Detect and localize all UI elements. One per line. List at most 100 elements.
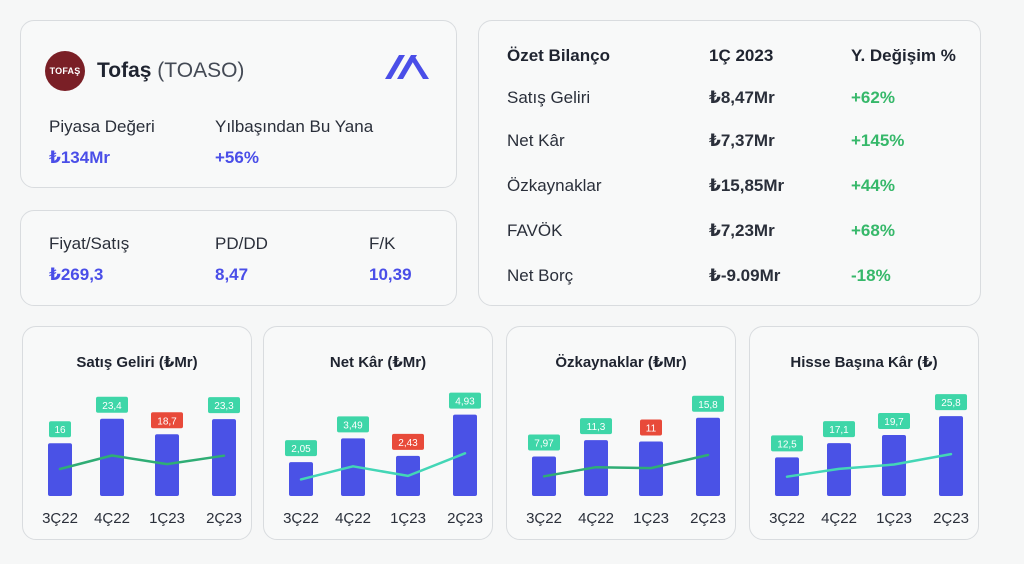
data-label: 15,8 [698, 400, 718, 411]
summary-card: Özet Bilanço 1Ç 2023 Y. Değişim % Satış … [478, 20, 981, 306]
ratios-card: Fiyat/Satış ₺269,3 PD/DD 8,47 F/K 10,39 [20, 210, 457, 306]
x-tick-label: 4Ç22 [335, 510, 371, 527]
data-label-badge [692, 395, 724, 412]
market-cap-value: ₺134Mr [49, 148, 110, 167]
summary-header-item: Özet Bilanço [507, 46, 610, 65]
data-label: 12,5 [777, 439, 797, 450]
summary-row-value: ₺-9.09Mr [709, 266, 781, 285]
data-label: 23,3 [214, 401, 234, 412]
x-tick-label: 2Ç23 [690, 510, 726, 527]
data-label: 16 [54, 425, 66, 436]
eps-chart: 12,5 3Ç22 17,1 4Ç22 19,7 1Ç23 25,8 2Ç23 [769, 394, 969, 527]
data-label-badge [49, 421, 71, 438]
data-label: 18,7 [157, 416, 177, 427]
data-label-badge [878, 413, 910, 430]
data-label: 23,4 [102, 401, 122, 412]
data-label: 25,8 [941, 398, 961, 409]
data-label-badge [285, 440, 317, 457]
data-label-badge [208, 397, 240, 414]
net-profit-chart: 2,05 3Ç22 3,49 4Ç22 2,43 1Ç23 4,93 2Ç23 [283, 392, 483, 527]
x-tick-label: 3Ç22 [42, 510, 78, 527]
summary-row-item: Satış Geliri [507, 88, 591, 107]
x-tick-label: 1Ç23 [633, 510, 669, 527]
bar [939, 416, 963, 496]
data-label: 3,49 [343, 420, 363, 431]
data-label: 4,93 [455, 397, 475, 408]
summary-row-item: Özkaynaklar [507, 176, 602, 195]
summary-row-value: ₺8,47Mr [709, 88, 775, 107]
summary-header-period: 1Ç 2023 [709, 46, 774, 65]
bar [696, 417, 720, 496]
market-cap-label: Piyasa Değeri [49, 117, 155, 136]
data-label-badge [528, 434, 560, 451]
summary-row-item: Net Borç [507, 266, 574, 285]
data-label: 11,3 [587, 422, 606, 433]
ytd-value: +56% [215, 148, 259, 167]
chart-title: Hisse Başına Kâr (₺) [790, 354, 938, 371]
data-label: 11 [646, 424, 657, 435]
company-title: Tofaş (TOASO) [97, 59, 244, 83]
bar [100, 418, 124, 496]
data-label: 19,7 [884, 417, 904, 428]
chart-title: Özkaynaklar (₺Mr) [555, 354, 687, 371]
x-tick-label: 3Ç22 [526, 510, 562, 527]
chart-title: Net Kâr (₺Mr) [329, 354, 427, 371]
pe-value: 10,39 [369, 265, 412, 284]
data-label-badge [449, 392, 481, 409]
summary-row-change: +145% [851, 131, 905, 150]
trend-line [299, 452, 467, 481]
ps-value: ₺269,3 [49, 265, 104, 284]
summary-row-value: ₺15,85Mr [709, 176, 785, 195]
trend-line [542, 453, 710, 478]
chart-card-eps: Hisse Başına Kâr (₺) 12,5 3Ç22 17,1 4Ç22 19,… [749, 326, 979, 540]
data-label-badge [771, 435, 803, 452]
company-ticker: (TOASO) [157, 59, 245, 82]
equity-chart: 7,97 3Ç22 11,3 4Ç22 11 1Ç23 15,8 2Ç23 [526, 395, 726, 527]
bar [453, 414, 477, 496]
pe-label: F/K [369, 234, 396, 253]
company-name: Tofaş [97, 59, 152, 82]
trend-line [58, 454, 226, 471]
summary-row-change: +44% [851, 176, 895, 195]
summary-row-item: FAVÖK [507, 221, 563, 240]
data-label-badge [935, 394, 967, 411]
chart-card-revenue: Satış Geliri (₺Mr) 16 3Ç22 23,4 4Ç22 18,7 1Ç2… [22, 326, 252, 540]
x-tick-label: 4Ç22 [821, 510, 857, 527]
data-label: 7,97 [534, 439, 554, 450]
summary-row-value: ₺7,23Mr [709, 221, 775, 240]
company-card: TOFAŞ Tofaş (TOASO) Piyasa Değeri ₺134Mr… [20, 20, 457, 188]
summary-header-change: Y. Değişim % [851, 46, 956, 65]
summary-row-value: ₺7,37Mr [709, 131, 775, 150]
ps-label: Fiyat/Satış [49, 234, 130, 253]
x-tick-label: 2Ç23 [933, 510, 969, 527]
data-label-badge [580, 418, 612, 435]
chart-title: Satış Geliri (₺Mr) [76, 354, 198, 371]
chart-card-equity: Özkaynaklar (₺Mr) 7,97 3Ç22 11,3 4Ç22 11 1Ç23… [506, 326, 736, 540]
data-label-badge [640, 419, 662, 436]
ytd-label: Yılbaşından Bu Yana [215, 117, 374, 136]
x-tick-label: 2Ç23 [447, 510, 483, 527]
bar [212, 419, 236, 496]
data-label-badge [96, 396, 128, 413]
x-tick-label: 1Ç23 [149, 510, 185, 527]
revenue-chart: 16 3Ç22 23,4 4Ç22 18,7 1Ç23 23,3 2Ç23 [42, 396, 242, 527]
chart-card-net-profit: Net Kâr (₺Mr) 2,05 3Ç22 3,49 4Ç22 2,43 1Ç23 4,… [263, 326, 493, 540]
trend-line [785, 452, 953, 478]
brand-logo-icon [385, 55, 429, 79]
data-label-badge [337, 416, 369, 433]
data-label-badge [151, 412, 183, 429]
x-tick-label: 3Ç22 [283, 510, 319, 527]
summary-row-change: +62% [851, 88, 895, 107]
x-tick-label: 3Ç22 [769, 510, 805, 527]
summary-row-item: Net Kâr [507, 131, 565, 150]
data-label-badge [823, 421, 855, 438]
data-label: 2,43 [398, 438, 418, 449]
data-label-badge [392, 433, 424, 450]
summary-row-change: -18% [851, 266, 891, 285]
x-tick-label: 2Ç23 [206, 510, 242, 527]
x-tick-label: 4Ç22 [94, 510, 130, 527]
data-label: 2,05 [291, 444, 311, 455]
pb-value: 8,47 [215, 265, 249, 284]
pb-label: PD/DD [215, 234, 268, 253]
x-tick-label: 1Ç23 [390, 510, 426, 527]
